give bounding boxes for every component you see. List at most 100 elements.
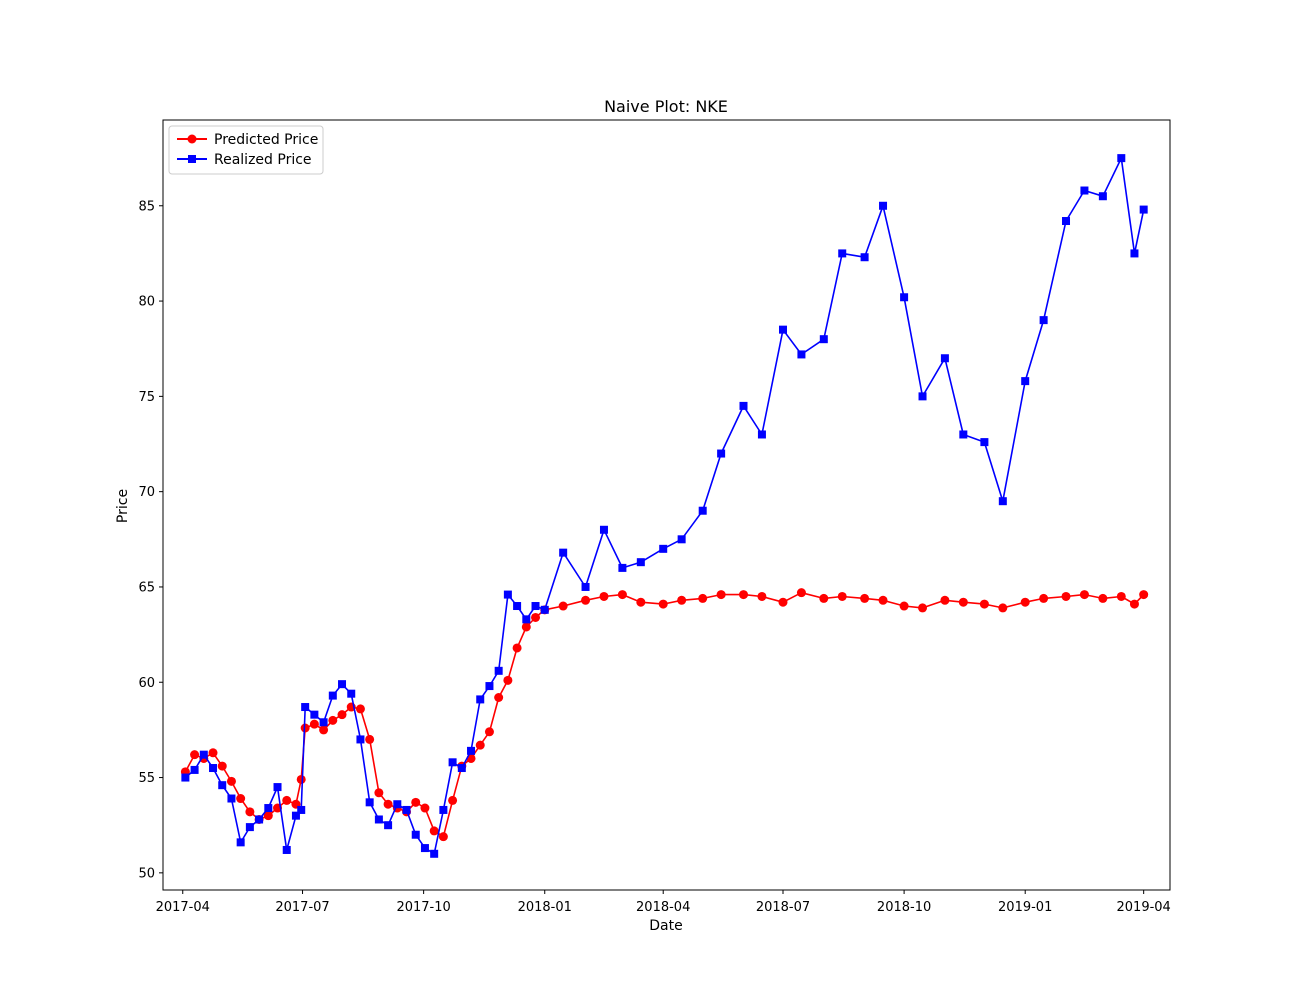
realized-price-point [778,325,787,334]
predicted-price-point [355,704,365,714]
realized-price-point [347,689,356,698]
realized-price-point [384,821,393,830]
legend-label-realized: Realized Price [214,152,312,168]
y-tick-label: 75 [138,390,155,405]
x-tick-label: 2017-07 [275,900,329,915]
realized-price-point [181,773,190,782]
legend-box [168,125,324,175]
x-tick-label: 2017-04 [156,900,210,915]
realized-price-point [513,602,522,611]
predicted-price-point [420,803,430,813]
y-tick-label: 55 [138,771,155,786]
predicted-price-point [636,597,646,607]
predicted-price-point [599,591,609,601]
predicted-price-point [503,675,513,685]
realized-price-point [581,582,590,591]
realized-price-point [273,783,282,792]
predicted-price-point [337,710,347,720]
x-axis-title: Date [649,918,682,934]
realized-price-point [227,794,236,803]
predicted-price-point [438,832,448,842]
predicted-price-point [677,595,687,605]
series-realized-price [181,154,1148,858]
predicted-price-point [512,643,522,653]
predicted-price-point [1020,597,1030,607]
predicted-price-point [658,599,668,609]
realized-price-point [838,249,847,258]
realized-price-point [245,823,254,832]
predicted-price-point [698,593,708,603]
realized-price-point [301,703,310,712]
predicted-price-point [899,601,909,611]
realized-price-point [531,602,540,611]
legend-marker-predicted [187,134,197,144]
realized-price-point [980,438,989,447]
predicted-price-point [1129,599,1139,609]
y-axis-title: Price [115,489,131,523]
realized-price-point [282,845,291,854]
y-tick-label: 80 [138,295,155,310]
predicted-price-point [617,590,627,600]
realized-price-point [636,558,645,567]
y-tick-label: 65 [138,580,155,595]
predicted-price-point [236,794,246,804]
x-tick-label: 2018-04 [636,900,690,915]
legend-marker-realized [188,155,196,163]
realized-price-line [184,157,1145,855]
realized-price-point [374,815,383,824]
realized-price-point [860,253,869,262]
predicted-price-point [475,740,485,750]
predicted-price-point [958,597,968,607]
realized-price-point [430,849,439,858]
realized-price-point [918,392,927,401]
predicted-price-point [558,601,568,611]
realized-price-point [1130,249,1139,258]
predicted-price-point [531,612,541,622]
predicted-price-point [837,591,847,601]
realized-price-point [297,805,306,814]
realized-price-point [448,758,457,767]
predicted-price-point [226,776,236,786]
x-tick-label: 2017-10 [396,900,450,915]
realized-price-point [402,805,411,814]
realized-price-point [540,605,549,614]
predicted-price-point [878,595,888,605]
predicted-price-point [383,799,393,809]
realized-price-point [522,615,531,624]
predicted-price-point [245,807,255,817]
x-tick-label: 2018-10 [877,900,931,915]
realized-price-point [559,548,568,557]
legend-label-predicted: Predicted Price [214,132,318,148]
predicted-price-point [979,599,989,609]
predicted-price-point [716,590,726,600]
realized-price-point [819,335,828,344]
realized-price-point [797,350,806,359]
realized-price-point [1039,316,1048,325]
predicted-price-point [309,719,319,729]
realized-price-point [190,765,199,774]
realized-price-point [328,691,337,700]
series-layer [180,154,1149,858]
series-predicted-price [180,588,1149,842]
realized-price-point [717,449,726,458]
realized-price-point [940,354,949,363]
realized-price-point [879,201,888,210]
realized-price-point [467,746,476,755]
predicted-price-point [778,597,788,607]
realized-price-point [485,682,494,691]
predicted-price-point [940,595,950,605]
chart-title: Naive Plot: NKE [604,97,728,116]
predicted-price-point [819,593,829,603]
realized-price-point [618,563,627,572]
predicted-price-point [739,590,749,600]
predicted-price-point [1079,590,1089,600]
predicted-price-point [757,591,767,601]
realized-price-point [420,844,429,853]
predicted-price-point [429,826,439,836]
realized-price-point [457,764,466,773]
realized-price-point [739,401,748,410]
predicted-price-point [1098,593,1108,603]
realized-price-point [291,811,300,820]
y-axis: 50 55 60 65 70 75 80 85 [138,199,163,881]
